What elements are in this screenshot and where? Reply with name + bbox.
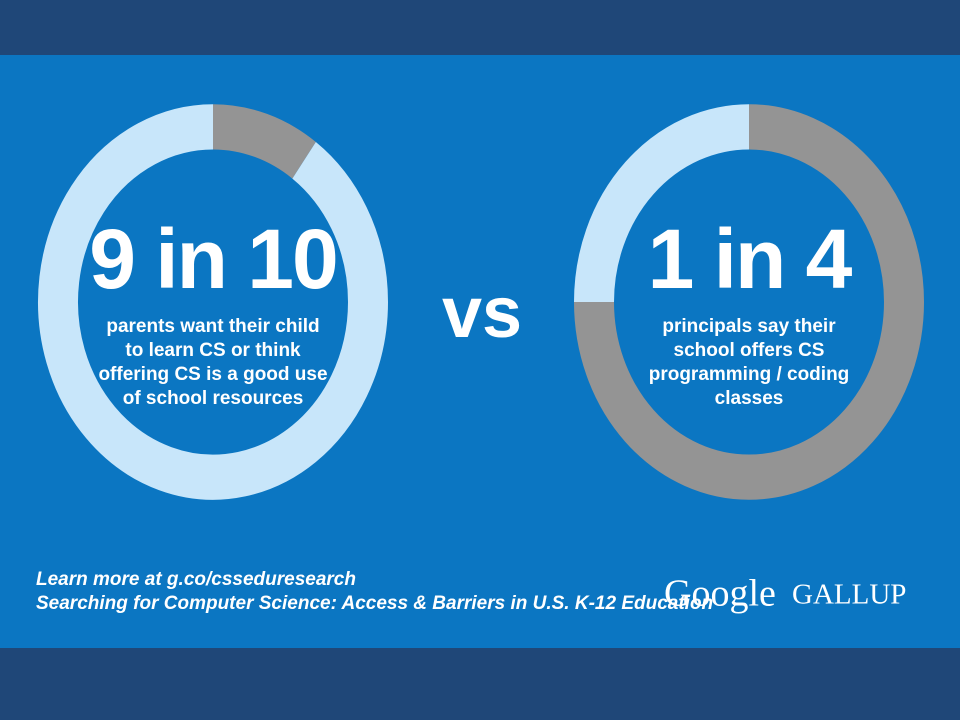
description-line: parents want their child <box>106 316 319 337</box>
description-line: classes <box>715 388 784 409</box>
logo-google: Google <box>664 573 776 615</box>
vs-label: vs <box>442 273 522 353</box>
description-line: offering CS is a good use <box>98 364 327 385</box>
donut <box>38 104 388 500</box>
description-line: school offers CS <box>674 340 825 361</box>
donut-slice <box>38 104 388 500</box>
description-line: programming / coding <box>649 364 850 385</box>
description-line: to learn CS or think <box>125 340 301 361</box>
donut-slice <box>574 104 750 303</box>
headline: 1 in 4 <box>648 212 853 306</box>
footer-line: Learn more at g.co/csseduresearch <box>36 569 356 590</box>
donut <box>574 104 924 500</box>
headline: 9 in 10 <box>89 212 336 306</box>
footer-line: Searching for Computer Science: Access &… <box>36 593 713 614</box>
donut-slice <box>212 104 316 179</box>
description-line: principals say their <box>662 316 836 337</box>
description-line: of school resources <box>123 388 304 409</box>
donut-slice <box>574 104 924 500</box>
logo-gallup: GALLUP <box>792 579 906 611</box>
